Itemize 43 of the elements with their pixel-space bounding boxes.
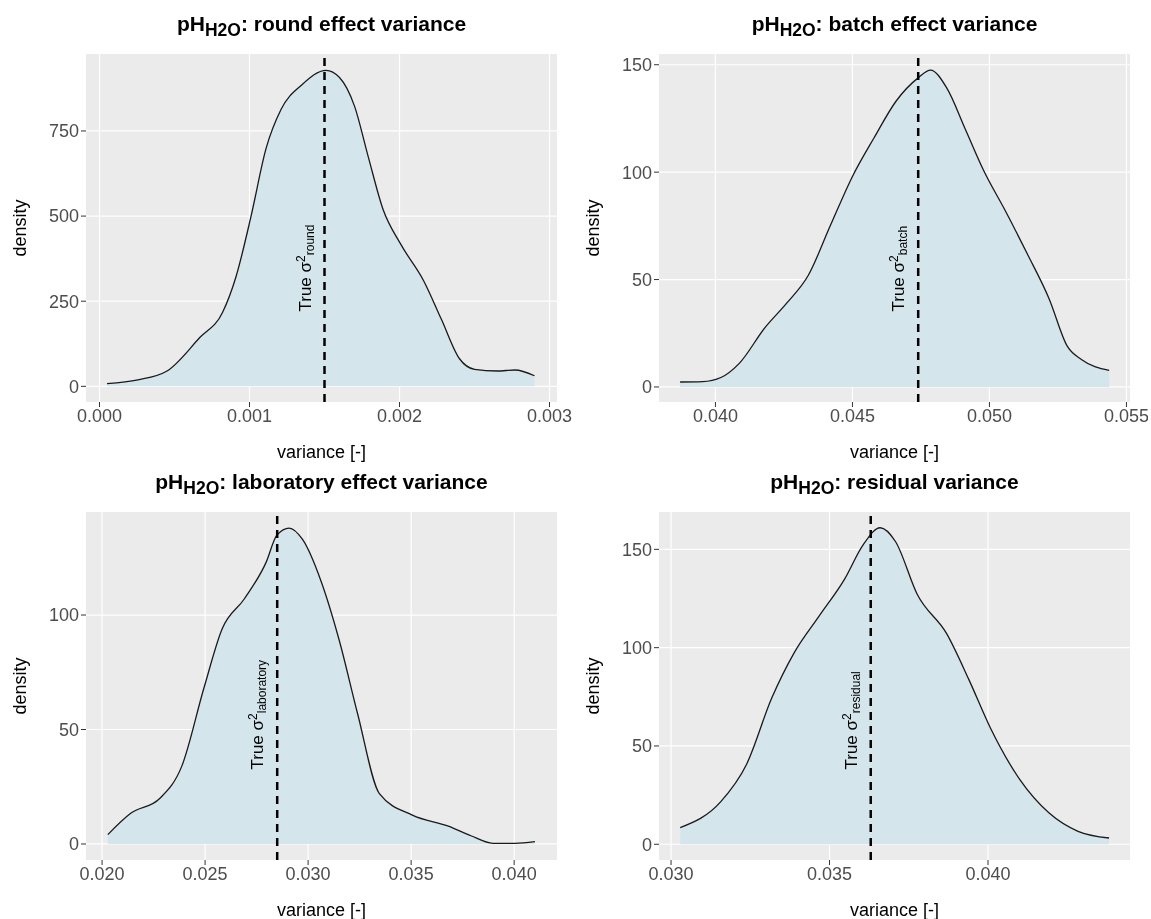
chart-title: pH$_{H2O}$: residual variance [769, 469, 1020, 501]
x-tick-label: 0.040 [692, 405, 738, 426]
x-tick-label: 0.020 [79, 863, 125, 884]
y-tick-label: 50 [631, 736, 652, 757]
x-tick-label: 0.040 [965, 863, 1011, 884]
y-tick-label: 0 [641, 834, 652, 855]
y-tick-label: 750 [48, 121, 79, 142]
x-tick-label: 0.035 [388, 863, 434, 884]
x-tick-label: 0.001 [226, 405, 273, 426]
y-tick-label: 100 [48, 605, 79, 626]
y-tick-label: 500 [48, 206, 79, 227]
y-tick-label: 50 [58, 719, 79, 740]
x-tick-label: 0.040 [491, 863, 537, 884]
y-tick-label: 0 [641, 377, 652, 398]
x-axis-title: variance [-] [849, 442, 940, 462]
x-tick-label: 0.055 [1103, 405, 1149, 426]
x-tick-label: 0.045 [829, 405, 875, 426]
y-tick-label: 100 [621, 162, 652, 183]
y-axis-title: density [583, 657, 604, 715]
x-axis-title: variance [-] [276, 442, 367, 462]
x-tick-label: 0.003 [526, 405, 573, 426]
y-axis-title: density [583, 199, 604, 257]
y-tick-label: 150 [621, 539, 652, 560]
x-tick-label: 0.035 [807, 863, 853, 884]
chart-title: pH$_{H2O}$: batch effect variance [750, 11, 1039, 43]
y-tick-label: 0 [68, 376, 79, 397]
y-tick-label: 150 [621, 55, 652, 76]
x-tick-label: 0.050 [966, 405, 1012, 426]
x-tick-label: 0.030 [285, 863, 331, 884]
y-axis-title: density [10, 199, 31, 257]
y-axis-title: density [10, 657, 31, 715]
x-axis-title: variance [-] [849, 900, 940, 919]
chart-title: pH$_{H2O}$: round effect variance [175, 11, 468, 43]
x-tick-label: 0.000 [76, 405, 123, 426]
x-axis-title: variance [-] [276, 900, 367, 919]
x-tick-label: 0.030 [648, 863, 694, 884]
y-tick-label: 50 [631, 269, 652, 290]
y-tick-label: 0 [68, 834, 79, 855]
y-tick-label: 250 [48, 291, 79, 312]
chart-title: pH$_{H2O}$: laboratory effect variance [154, 469, 489, 501]
x-tick-label: 0.025 [182, 863, 228, 884]
x-tick-label: 0.002 [376, 405, 423, 426]
y-tick-label: 100 [621, 638, 652, 659]
